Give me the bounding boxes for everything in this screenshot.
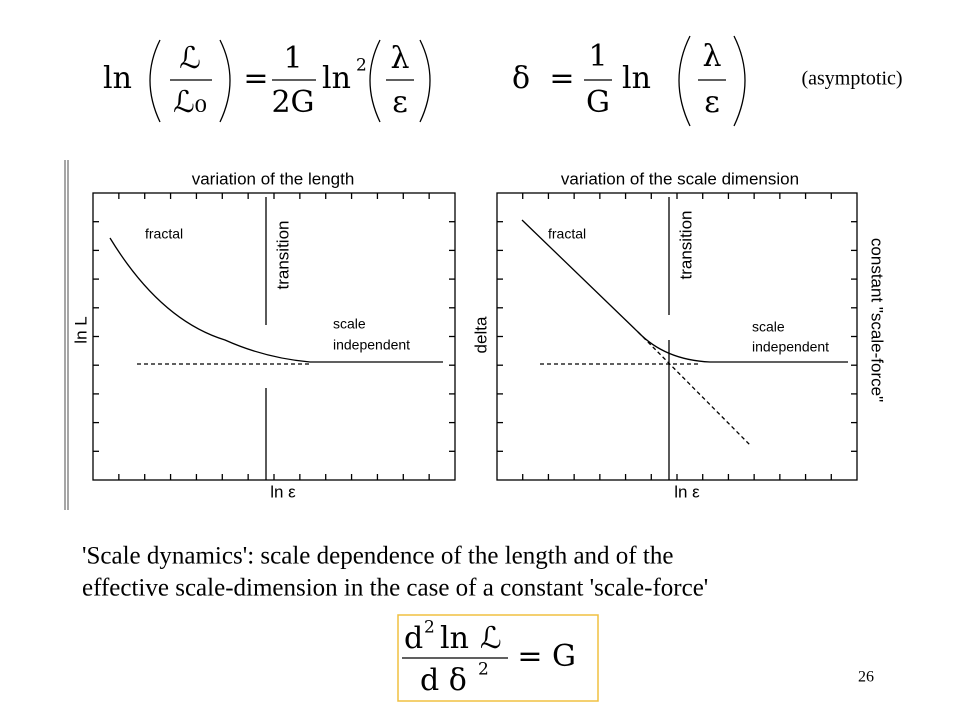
page-number: 26 — [858, 669, 874, 686]
equals: = — [243, 61, 268, 96]
den: 2G — [271, 85, 314, 120]
fn: ln — [440, 621, 469, 656]
paren — [419, 39, 431, 123]
paren — [149, 39, 161, 123]
fractal-label: fractal — [145, 226, 183, 242]
paren — [219, 39, 231, 123]
den: ε — [704, 85, 720, 120]
num-L: ℒ — [480, 621, 502, 656]
fn: ln — [103, 61, 132, 96]
fn: ln — [622, 61, 651, 96]
den: G — [586, 85, 610, 120]
power: 2 — [356, 56, 367, 76]
equals: = — [549, 61, 574, 96]
power: 2 — [424, 618, 435, 638]
symbol: δ — [512, 61, 530, 96]
caption: 'Scale dynamics': scale dependence of th… — [82, 543, 673, 570]
num: λ — [702, 39, 721, 74]
y-label: delta — [471, 316, 490, 353]
fractal-label: fractal — [548, 226, 586, 242]
paren — [369, 39, 381, 123]
plot-title: variation of the length — [192, 169, 355, 188]
formula-length: ln ℒ ℒ₀ = 1 2G ln 2 λ ε — [103, 39, 431, 123]
rhs: G — [552, 639, 576, 674]
note: (asymptotic) — [801, 68, 902, 90]
formula-delta: δ = 1 G ln λ ε — [512, 35, 746, 127]
fn: ln — [322, 61, 351, 96]
den: ε — [392, 85, 408, 120]
scale-label: scale — [333, 316, 366, 332]
asymptote — [637, 331, 751, 446]
num: ℒ — [179, 41, 201, 76]
num: 1 — [588, 39, 607, 74]
num-d: d — [404, 621, 423, 656]
scale-label: independent — [333, 337, 410, 353]
plot-length: variation of the length transition fract… — [71, 169, 456, 501]
den: d δ — [420, 663, 467, 698]
transition-label: transition — [676, 211, 695, 280]
scale-label: independent — [752, 339, 829, 355]
paren — [733, 35, 746, 127]
x-label: ln ε — [674, 482, 700, 501]
transition-label: transition — [273, 221, 292, 290]
curve — [109, 237, 443, 363]
caption: effective scale-dimension in the case of… — [82, 575, 708, 602]
equals: = — [517, 639, 542, 674]
formula-force: d 2 ln ℒ d δ 2 = G — [397, 614, 599, 702]
den: ℒ₀ — [173, 85, 207, 120]
paren — [678, 35, 691, 127]
side-label: constant "scale-force" — [868, 238, 887, 402]
plot-title: variation of the scale dimension — [561, 169, 799, 188]
scale-label: scale — [752, 319, 785, 335]
y-label: ln L — [71, 316, 90, 343]
num: λ — [390, 41, 409, 76]
plot-delta: variation of the scale dimension transit… — [471, 169, 886, 501]
highlight-box — [397, 614, 599, 702]
power: 2 — [478, 660, 489, 680]
x-label: ln ε — [270, 482, 296, 501]
num: 1 — [283, 41, 302, 76]
